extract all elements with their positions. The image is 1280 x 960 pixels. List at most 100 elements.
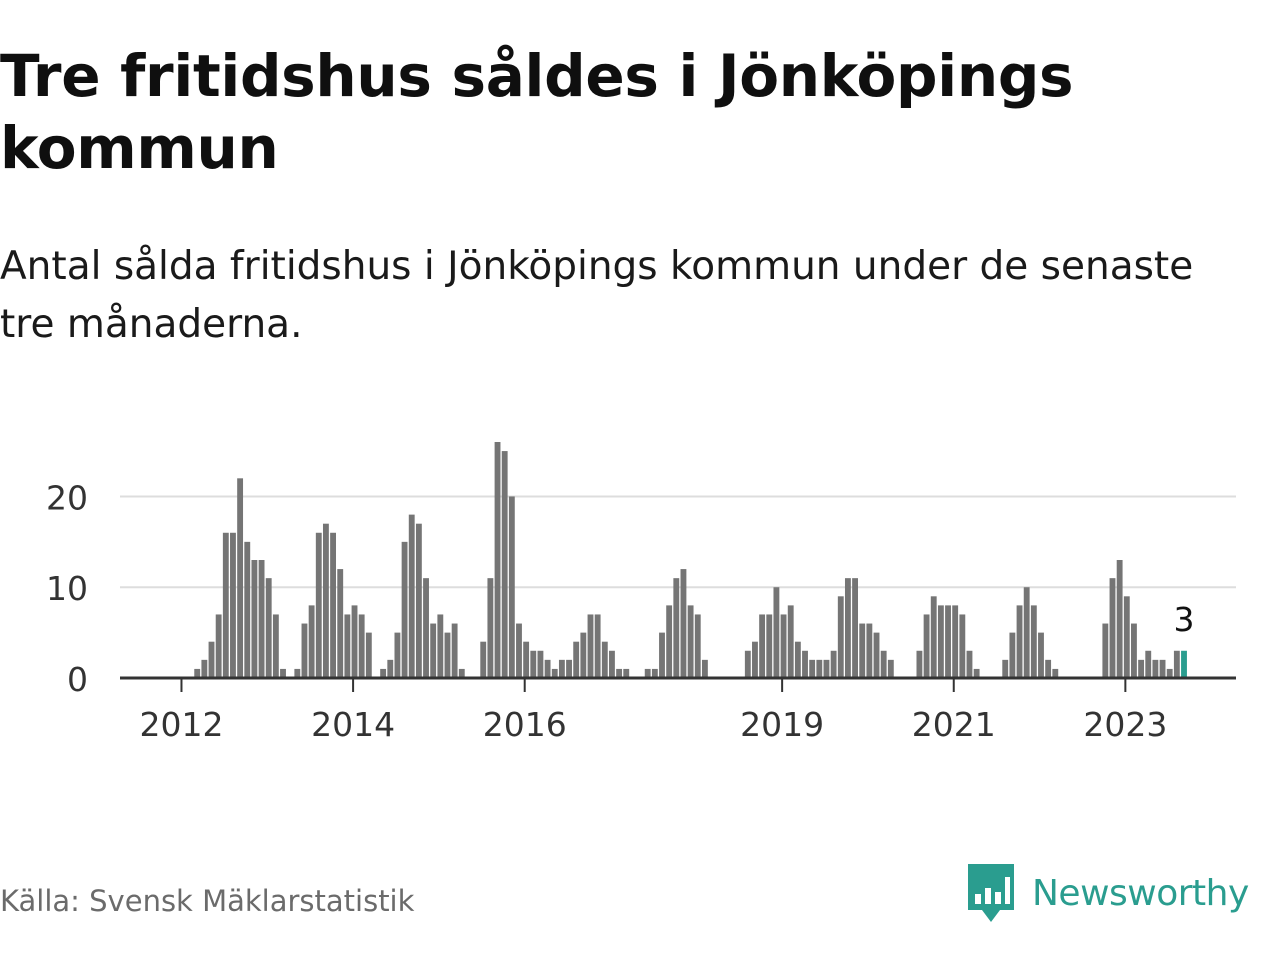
bar: [222, 532, 229, 678]
bar: [694, 614, 701, 678]
bar: [280, 668, 286, 678]
bar: [387, 659, 394, 678]
bar: [1159, 659, 1166, 678]
bar: [687, 605, 694, 678]
bar: [408, 514, 415, 678]
bar: [1138, 659, 1145, 678]
x-tick-label: 2012: [139, 705, 223, 740]
bar: [601, 641, 608, 678]
bar: [887, 659, 894, 678]
bar: [609, 650, 615, 678]
bar: [766, 614, 773, 678]
highlight-value-label: 3: [1174, 600, 1195, 639]
y-tick-label: 10: [46, 569, 88, 608]
bar: [1123, 596, 1130, 678]
bar: [1030, 605, 1037, 678]
bar: [773, 587, 780, 678]
bar: [322, 523, 329, 678]
bar: [523, 641, 530, 678]
gridlines: [120, 495, 1236, 589]
bar: [294, 668, 301, 678]
bar: [594, 614, 601, 678]
bar: [1131, 623, 1137, 678]
bar: [673, 578, 680, 678]
x-tick-label: 2014: [311, 705, 395, 740]
bar: [1023, 587, 1030, 678]
brand-name: Newsworthy: [1032, 872, 1249, 914]
bar: [501, 451, 508, 678]
bar: [494, 442, 501, 678]
bar: [380, 668, 387, 678]
chart-title: Tre fritidshus såldes i Jönköpings kommu…: [0, 42, 1074, 182]
bar: [1173, 650, 1180, 678]
bar: [230, 532, 236, 678]
bar: [415, 523, 422, 678]
bar: [802, 650, 808, 678]
bar: [680, 569, 687, 678]
bar: [530, 650, 537, 678]
bar: [358, 614, 365, 678]
bar: [437, 614, 444, 678]
bar: [315, 532, 322, 678]
bar: [973, 668, 980, 678]
bar: [880, 650, 887, 678]
bar: [258, 560, 265, 678]
bar: [244, 541, 251, 678]
bar: [844, 578, 851, 678]
bar: [1016, 605, 1023, 678]
bar: [587, 614, 594, 678]
bar: [251, 560, 258, 678]
bar-chart: 0 10 20 3 2012 2014 2016 2019 2021 2023: [46, 442, 1236, 740]
bar: [272, 614, 279, 678]
bar: [823, 659, 830, 678]
bar: [959, 614, 966, 678]
bar: [458, 668, 465, 678]
bar: [430, 623, 437, 678]
bar-highlight: [1181, 650, 1187, 678]
bar: [1045, 659, 1052, 678]
bar: [215, 614, 222, 678]
bar: [1109, 578, 1116, 678]
bar: [365, 632, 372, 678]
bar: [1009, 632, 1016, 678]
bar: [852, 578, 859, 678]
bar: [394, 632, 401, 678]
x-tick-label: 2019: [740, 705, 824, 740]
bar: [659, 632, 665, 678]
bar: [937, 605, 944, 678]
x-tick-label: 2021: [912, 705, 996, 740]
bar: [344, 614, 351, 678]
bar: [1052, 668, 1059, 678]
bar: [952, 605, 959, 678]
bar: [816, 659, 823, 678]
bar: [444, 632, 451, 678]
bar: [516, 623, 522, 678]
bar: [873, 632, 880, 678]
bars: [194, 442, 1187, 678]
bar: [558, 659, 565, 678]
bar: [787, 605, 794, 678]
bar: [666, 605, 673, 678]
bar: [351, 605, 358, 678]
bar: [744, 650, 751, 678]
bar: [916, 650, 923, 678]
bar: [401, 541, 408, 678]
bar: [1116, 560, 1123, 678]
bar: [759, 614, 766, 678]
bar: [1145, 650, 1152, 678]
bar: [537, 650, 544, 678]
bar: [809, 659, 816, 678]
source-note: Källa: Svensk Mäklarstatistik: [0, 884, 415, 918]
bar: [308, 605, 315, 678]
bar: [1038, 632, 1044, 678]
bar: [1152, 659, 1159, 678]
bar: [451, 623, 458, 678]
bar: [930, 596, 937, 678]
bar: [1166, 668, 1173, 678]
bar: [573, 641, 580, 678]
bar: [623, 668, 630, 678]
bar: [423, 578, 429, 678]
bar: [830, 650, 837, 678]
bar: [859, 623, 866, 678]
bar: [551, 668, 558, 678]
